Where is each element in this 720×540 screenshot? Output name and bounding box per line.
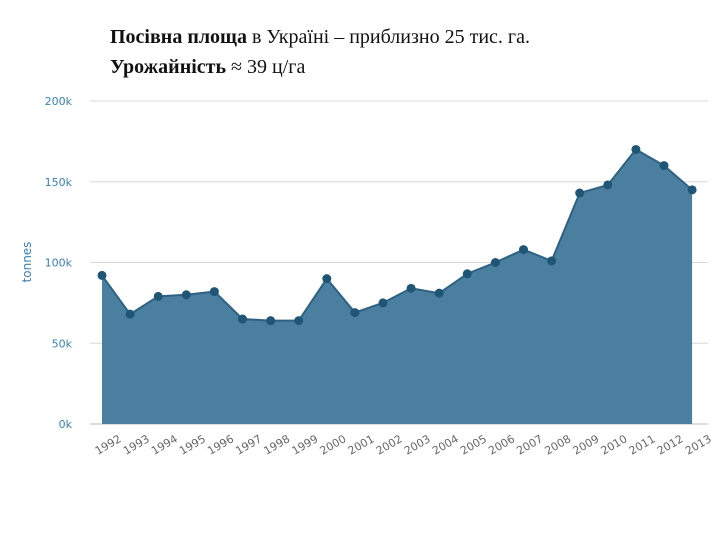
y-tick-label: 0k [59, 418, 73, 431]
x-tick-label: 2005 [458, 432, 489, 457]
data-point [97, 270, 107, 280]
data-point [687, 185, 697, 195]
data-point [125, 309, 135, 319]
x-axis-ticks: 1992199319941995199619971998199920002001… [93, 432, 714, 457]
data-point [547, 256, 557, 266]
y-tick-label: 100k [45, 257, 73, 270]
data-point [153, 291, 163, 301]
data-point [209, 287, 219, 297]
x-tick-label: 2007 [514, 432, 545, 457]
data-point [181, 290, 191, 300]
x-tick-label: 1992 [93, 432, 124, 457]
y-tick-label: 50k [52, 337, 73, 350]
x-tick-label: 2004 [430, 432, 461, 457]
data-point [462, 269, 472, 279]
yield-label: Урожайність [110, 56, 227, 78]
x-tick-label: 1994 [149, 432, 180, 457]
data-point [575, 188, 585, 198]
series-line [101, 148, 693, 322]
data-point [434, 288, 444, 298]
x-tick-label: 1998 [261, 432, 292, 457]
sown-area-text: в Україні – приблизно 25 тис. га. [246, 26, 530, 48]
data-point [322, 274, 332, 284]
x-tick-label: 2011 [627, 432, 658, 457]
x-tick-label: 2009 [571, 432, 602, 457]
data-point [490, 258, 500, 267]
x-tick-label: 2000 [318, 432, 349, 457]
x-tick-label: 1993 [121, 432, 152, 457]
data-point [631, 144, 641, 154]
header-line-2: Урожайність ≈ 39 ц/га [110, 52, 530, 82]
x-tick-label: 2001 [346, 432, 377, 457]
x-tick-label: 1999 [290, 432, 321, 457]
y-tick-label: 150k [45, 176, 73, 189]
data-point [350, 308, 360, 318]
x-tick-label: 2013 [683, 432, 714, 457]
x-tick-label: 1997 [233, 432, 264, 457]
x-tick-label: 2012 [655, 432, 686, 457]
area-fill [102, 149, 693, 424]
x-tick-label: 2002 [374, 432, 405, 457]
yield-text: ≈ 39 ц/га [226, 56, 306, 78]
data-point [519, 245, 528, 255]
data-point [294, 316, 304, 326]
data-point [603, 180, 613, 190]
sown-area-label: Посівна площа [110, 26, 247, 48]
y-axis-ticks: 0k 50k 100k 150k 200k [45, 95, 73, 431]
y-axis-title: tonnes [20, 242, 34, 283]
data-point [659, 161, 669, 171]
data-point [378, 298, 388, 308]
slide-header: Посівна площа в Україні – приблизно 25 т… [110, 22, 530, 82]
data-point [238, 314, 247, 324]
header-line-1: Посівна площа в Україні – приблизно 25 т… [110, 22, 530, 52]
x-tick-label: 2010 [599, 432, 630, 457]
x-tick-label: 1995 [177, 432, 208, 457]
x-tick-label: 2003 [402, 432, 433, 457]
data-point [266, 316, 276, 326]
x-tick-label: 2006 [486, 432, 517, 457]
x-tick-label: 2008 [542, 432, 573, 457]
data-point [406, 283, 416, 293]
data-points [97, 144, 697, 326]
x-tick-label: 1996 [205, 432, 236, 457]
y-tick-label: 200k [45, 95, 73, 108]
